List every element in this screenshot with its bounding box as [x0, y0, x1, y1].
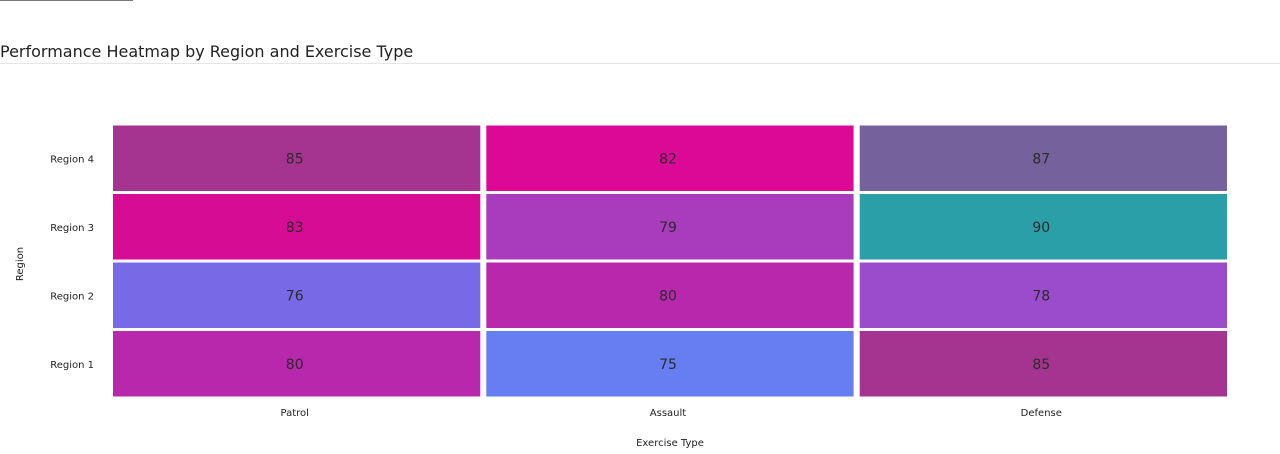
- heatmap-cell-value: 82: [659, 151, 677, 167]
- y-tick-label: Region 2: [50, 291, 94, 302]
- y-tick-label: Region 1: [50, 360, 94, 371]
- y-tick-label: Region 3: [50, 223, 94, 234]
- heatmap-cell-labels: 80 75 85 76 80 78 83 79 90 85 82 87: [286, 151, 1050, 372]
- heatmap-cell: [484, 329, 856, 399]
- x-tick-label: Defense: [1021, 408, 1062, 419]
- page-title: Performance Heatmap by Region and Exerci…: [0, 42, 414, 61]
- x-tick-label: Patrol: [280, 408, 308, 419]
- heatmap-cell: [857, 260, 1229, 330]
- heatmap-cell-value: 78: [1032, 288, 1050, 304]
- top-rule: [0, 0, 133, 1]
- x-tick-label: Assault: [650, 408, 687, 419]
- x-axis-title: Exercise Type: [636, 438, 704, 449]
- heatmap-cell-value: 87: [1032, 151, 1050, 167]
- heatmap-cell: [857, 123, 1229, 193]
- heatmap-cell-value: 79: [659, 220, 677, 236]
- heatmap-cells: [111, 123, 1229, 399]
- y-axis-ticks: Region 1 Region 2 Region 3 Region 4: [50, 154, 94, 370]
- x-axis-ticks: Patrol Assault Defense: [280, 408, 1061, 419]
- heatmap-cell-value: 80: [286, 357, 304, 373]
- heatmap-cell-value: 90: [1032, 220, 1050, 236]
- heatmap-cell: [111, 192, 483, 262]
- heatmap-cell: [484, 260, 856, 330]
- heatmap-cell-value: 85: [286, 151, 304, 167]
- heatmap-cell-value: 83: [286, 220, 304, 236]
- heatmap-cell-value: 80: [659, 288, 677, 304]
- title-divider: [0, 63, 1280, 64]
- heatmap-cell: [111, 260, 483, 330]
- heatmap-cell-value: 85: [1032, 357, 1050, 373]
- heatmap-cell: [484, 123, 856, 193]
- heatmap-cell: [857, 329, 1229, 399]
- y-axis-title: Region: [15, 247, 26, 281]
- y-tick-label: Region 4: [50, 154, 94, 165]
- heatmap-cell: [111, 123, 483, 193]
- heatmap-cell-value: 76: [286, 288, 304, 304]
- heatmap-cell: [111, 329, 483, 399]
- heatmap-cell-value: 75: [659, 357, 677, 373]
